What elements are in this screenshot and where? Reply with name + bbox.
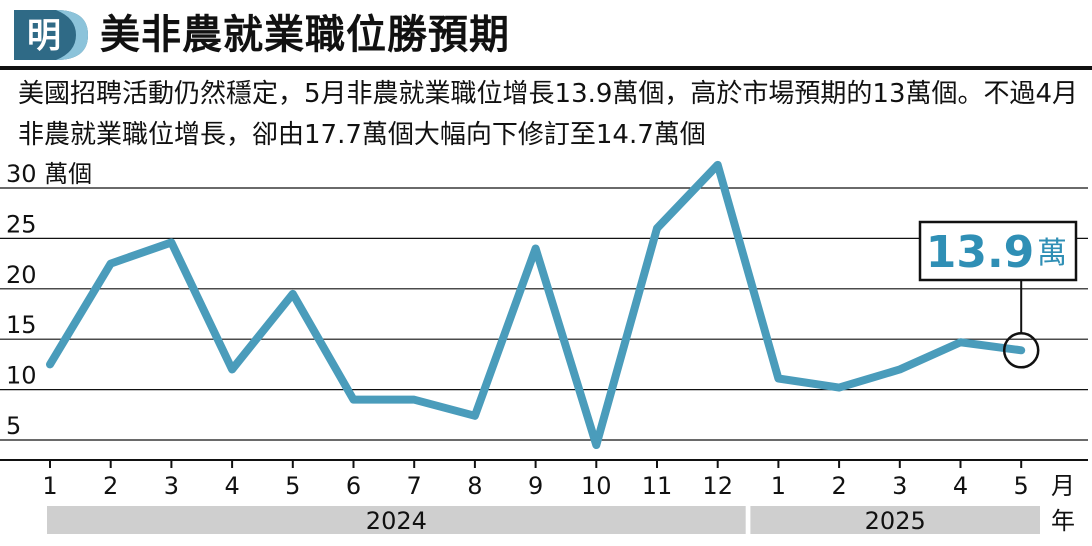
x-tick-label-6: 7 xyxy=(407,472,422,500)
x-tick-label-1: 2 xyxy=(103,472,118,500)
x-tick-label-11: 12 xyxy=(702,472,733,500)
data-point-4 xyxy=(289,290,296,297)
x-tick-label-5: 6 xyxy=(346,472,361,500)
chart-header: 明 美非農就業職位勝預期 xyxy=(0,0,1092,72)
logo-text: 明 xyxy=(27,16,61,56)
chart-subtitle: 美國招聘活動仍然穩定，5月非農就業職位增長13.9萬個，高於市場預期的13萬個。… xyxy=(18,79,1079,150)
callout-value: 13.9 xyxy=(926,227,1035,278)
data-point-10 xyxy=(654,225,660,232)
x-tick-label-3: 4 xyxy=(224,472,239,500)
callout-unit: 萬 xyxy=(1037,236,1067,271)
x-tick-label-4: 5 xyxy=(285,472,300,500)
y-tick-label-10: 10 xyxy=(6,362,37,390)
data-point-5 xyxy=(350,396,357,403)
x-tick-label-2: 3 xyxy=(164,472,179,500)
header-divider xyxy=(0,66,1092,70)
data-point-2 xyxy=(168,239,175,246)
data-point-12 xyxy=(775,375,782,382)
y-tick-label-5: 5 xyxy=(6,412,21,440)
series-line xyxy=(46,160,1026,450)
x-tick-label-16: 5 xyxy=(1014,472,1029,500)
x-tick-label-7: 8 xyxy=(467,472,482,500)
x-tick-label-9: 10 xyxy=(581,472,612,500)
year-band-2024 xyxy=(47,506,746,534)
year-band-2025 xyxy=(750,506,1040,534)
y-tick-label-20: 20 xyxy=(6,261,37,289)
y-tick-label-30: 30 萬個 xyxy=(6,160,92,188)
x-tick-label-12: 1 xyxy=(771,472,786,500)
data-point-6 xyxy=(411,396,418,403)
year-unit-label: 年 xyxy=(1051,507,1075,535)
y-tick-label-15: 15 xyxy=(6,311,37,339)
data-point-16 xyxy=(1018,347,1025,354)
data-point-15 xyxy=(957,339,964,346)
data-point-8 xyxy=(532,245,539,252)
x-tick-label-15: 4 xyxy=(953,472,968,500)
data-point-9 xyxy=(593,442,600,449)
data-point-0 xyxy=(47,361,53,368)
data-point-3 xyxy=(229,366,236,373)
x-tick-label-14: 3 xyxy=(892,472,907,500)
year-label-2024: 2024 xyxy=(366,507,427,535)
highlight-circle xyxy=(1002,332,1040,369)
data-point-14 xyxy=(896,366,903,373)
x-tick-label-8: 9 xyxy=(528,472,543,500)
data-point-11 xyxy=(714,161,721,168)
x-tick-label-13: 2 xyxy=(831,472,846,500)
callout-box xyxy=(918,220,1078,282)
data-point-7 xyxy=(471,412,478,419)
data-point-13 xyxy=(836,384,843,391)
ming-pao-logo-icon xyxy=(14,10,88,60)
data-point-1 xyxy=(107,260,114,267)
x-tick-label-0: 1 xyxy=(42,472,57,500)
x-tick-label-10: 11 xyxy=(642,472,673,500)
y-tick-label-25: 25 xyxy=(6,210,37,238)
x-unit-label: 月 xyxy=(1051,472,1075,500)
year-label-2025: 2025 xyxy=(865,507,926,535)
chart-title: 美非農就業職位勝預期 xyxy=(100,12,510,58)
